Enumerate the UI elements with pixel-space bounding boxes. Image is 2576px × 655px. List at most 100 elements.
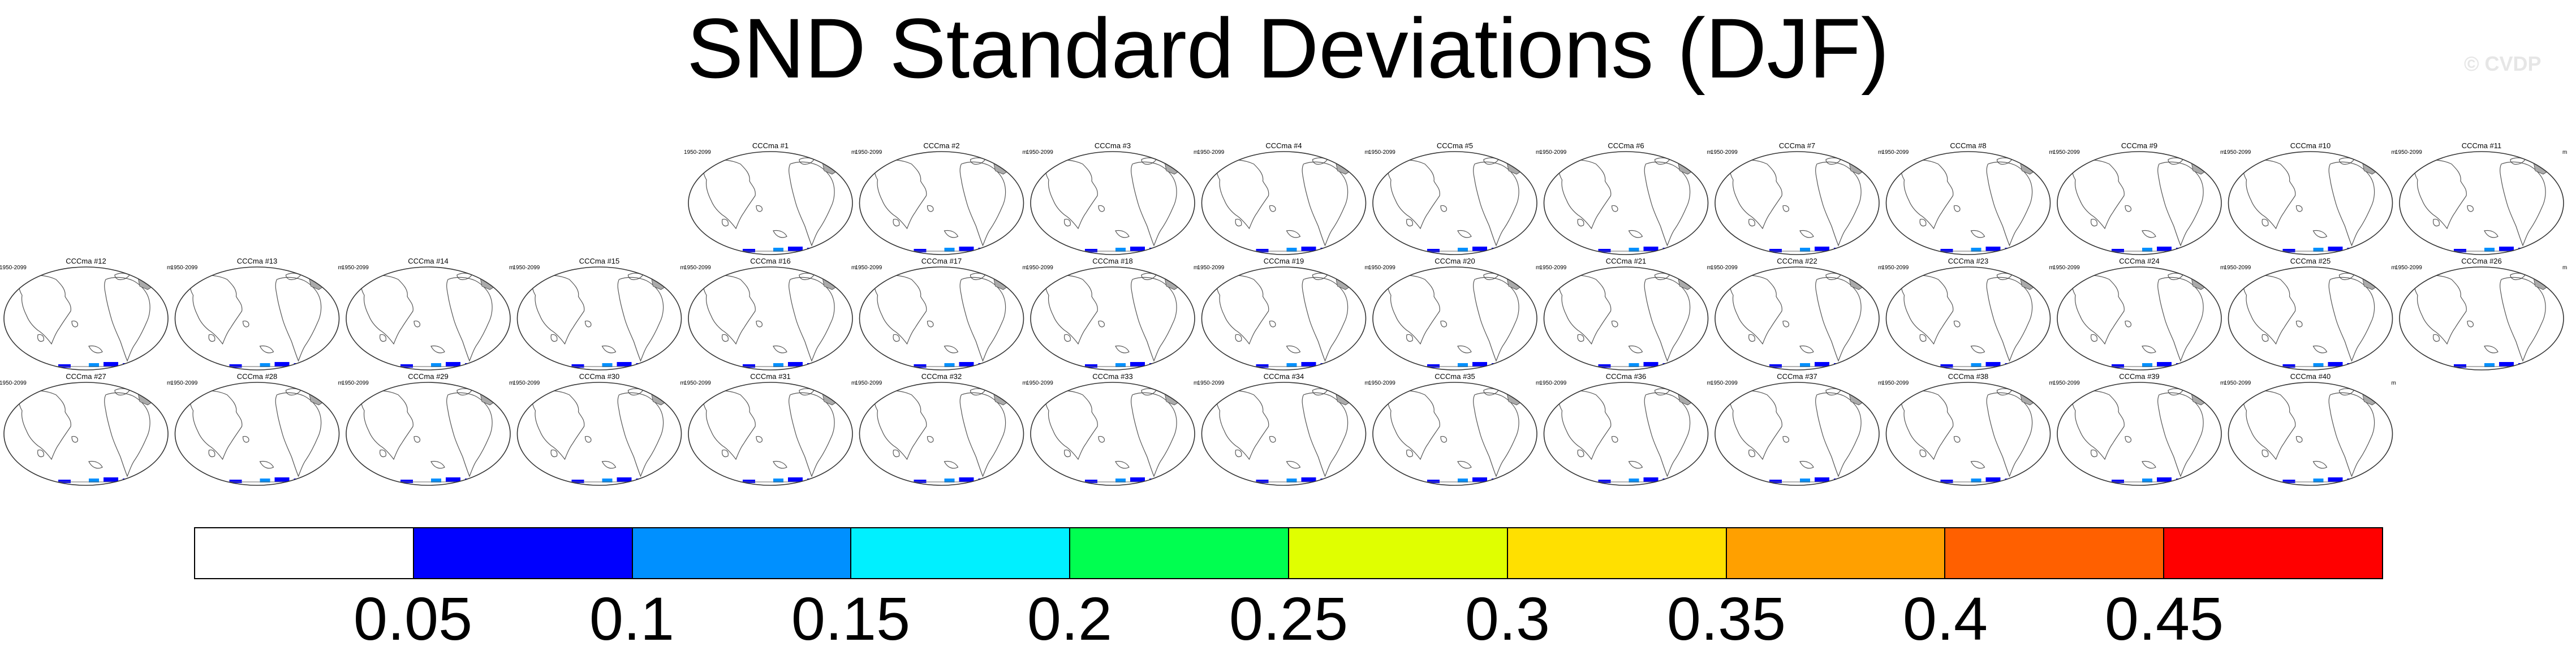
coastline (1558, 390, 1612, 460)
panel-title: CCCma #33 (1092, 372, 1133, 381)
snow-patch (2238, 248, 2252, 251)
snow-patch (2548, 275, 2552, 281)
coastline (2071, 390, 2125, 460)
coastline (1919, 449, 1927, 458)
map-frame (174, 266, 340, 370)
snow-patch (1164, 480, 1174, 482)
snow-patch (2371, 272, 2379, 278)
snow-patch (1256, 480, 1269, 483)
panel-year-range: 1950-2099 (1540, 380, 1567, 386)
coastline (380, 449, 386, 458)
coastline (380, 334, 386, 342)
snow-patch (149, 281, 154, 285)
snow-patch (2091, 480, 2100, 482)
snow-patch (2142, 479, 2152, 482)
map-frame (516, 266, 682, 370)
coastline (2312, 345, 2328, 354)
snow-patch (185, 479, 199, 482)
coastline (532, 390, 585, 460)
snow-patch (837, 275, 841, 281)
panel-title: CCCma #4 (1265, 141, 1302, 150)
colorbar-tick-label: 0.4 (1902, 584, 1988, 653)
coastline (1799, 460, 1814, 469)
coastline (1440, 436, 1447, 443)
map-frame (1543, 266, 1709, 370)
snow-patch (1677, 249, 1688, 252)
coastline (2312, 460, 2328, 469)
snow-patch (1510, 155, 1514, 158)
snow-patch (38, 364, 47, 367)
snow-patch (1130, 362, 1145, 367)
coastline (2125, 436, 2131, 443)
snow-patch (1175, 165, 1181, 170)
coastline (1996, 273, 2013, 281)
panel-year-range: 1950-2099 (855, 149, 882, 156)
snow-patch (831, 272, 839, 278)
panel-title: CCCma #26 (2461, 257, 2502, 265)
panel-year-range: 1950-2099 (1026, 265, 1053, 271)
snow-patch (1940, 364, 1953, 368)
snow-patch (1677, 480, 1688, 482)
coastline (1302, 277, 1349, 362)
snow-patch (1065, 480, 1074, 482)
snow-patch (2019, 249, 2030, 252)
snow-patch (2454, 364, 2466, 368)
map-frame (346, 382, 511, 486)
snow-patch (1686, 387, 1695, 394)
coastline (703, 390, 756, 460)
panel-unit: m (1194, 380, 1198, 386)
snow-patch (831, 156, 839, 163)
map-frame (1372, 151, 1537, 255)
coastline (1473, 277, 1519, 362)
map-body (688, 267, 852, 370)
panel-year-range: 1950-2099 (2053, 380, 2080, 386)
snow-patch (996, 155, 1001, 158)
snow-patch (1256, 249, 1269, 252)
snow-patch (660, 272, 668, 278)
snow-patch (2484, 248, 2495, 252)
snow-patch (274, 362, 290, 367)
coastline (1644, 161, 1691, 247)
map-body (1031, 267, 1195, 370)
coastline (1216, 390, 1269, 460)
map-panel: CCCma #30 1950-2099 m (513, 372, 685, 486)
snow-patch (2410, 248, 2423, 251)
coastline (874, 159, 927, 230)
coastline (1045, 390, 1098, 460)
coastline (1729, 274, 1782, 345)
snow-patch (2410, 363, 2423, 367)
snow-patch (1863, 390, 1868, 396)
coastline (893, 334, 900, 342)
panel-unit: m (2220, 265, 2225, 271)
coastline (1457, 460, 1472, 469)
snow-patch (446, 477, 460, 482)
snow-patch (2328, 247, 2343, 251)
snow-patch (2031, 281, 2037, 285)
snow-patch (662, 281, 668, 285)
snow-patch (1007, 390, 1013, 396)
coastline (601, 460, 617, 469)
map-frame (1715, 266, 1880, 370)
snow-patch (1346, 281, 1352, 285)
panel-year-range: 1950-2099 (684, 149, 711, 156)
coastline (617, 392, 664, 477)
snow-patch (209, 364, 218, 367)
snow-patch (2282, 249, 2295, 252)
snow-patch (833, 165, 839, 170)
coastline (1131, 392, 1177, 477)
panel-year-range: 1950-2099 (855, 265, 882, 271)
panel-unit: m (1194, 265, 1198, 271)
panel-year-range: 1950-2099 (2395, 265, 2422, 271)
snow-patch (1383, 248, 1397, 251)
coastline (703, 274, 756, 345)
snow-patch (2200, 272, 2208, 278)
snow-patch (2191, 480, 2201, 482)
snow-patch (788, 247, 803, 251)
snow-patch (1681, 155, 1686, 158)
coastline (1628, 230, 1643, 238)
map-frame (174, 382, 340, 486)
coastline (1654, 157, 1670, 165)
